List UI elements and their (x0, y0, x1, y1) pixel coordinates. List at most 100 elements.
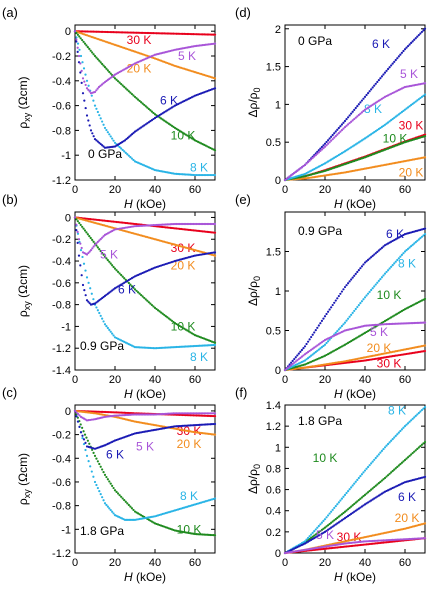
data-point (105, 257, 108, 260)
data-point (305, 358, 308, 361)
data-point (350, 112, 353, 115)
data-point (140, 101, 143, 104)
data-point (95, 410, 98, 413)
data-point (76, 412, 80, 415)
data-point (342, 511, 345, 515)
data-point (96, 240, 99, 243)
data-point (153, 113, 157, 116)
data-point (161, 312, 164, 315)
data-point (417, 446, 420, 449)
data-point (354, 106, 357, 110)
data-point (90, 470, 93, 473)
series-label: 5 K (136, 439, 154, 453)
data-point (195, 33, 198, 36)
data-point (73, 216, 77, 219)
data-point (310, 158, 313, 161)
data-point (383, 323, 387, 326)
data-point (118, 81, 121, 84)
data-point (186, 222, 189, 226)
data-point (414, 449, 417, 452)
data-point (399, 255, 402, 258)
data-point (346, 508, 350, 511)
data-point (77, 54, 81, 58)
data-point (360, 99, 364, 102)
data-point (147, 31, 150, 35)
data-point (314, 528, 317, 531)
data-point (337, 132, 340, 135)
data-point (113, 31, 117, 34)
data-point (79, 71, 82, 74)
data-point (167, 122, 170, 125)
data-point (339, 130, 342, 133)
data-point (102, 471, 105, 474)
data-point (120, 82, 123, 86)
data-point (339, 292, 342, 295)
data-point (394, 467, 397, 470)
data-point (403, 458, 407, 462)
data-point (343, 285, 347, 289)
data-point (410, 103, 413, 107)
data-point (320, 521, 324, 524)
x-axis-label: H (kOe) (334, 197, 376, 211)
data-point (348, 488, 351, 491)
series-10k (283, 297, 427, 372)
data-point (410, 245, 413, 248)
data-point (85, 299, 89, 302)
data-point (380, 125, 384, 128)
data-point (132, 131, 135, 134)
series-label: 6 K (372, 37, 390, 51)
data-point (124, 87, 127, 90)
data-point (210, 414, 214, 418)
data-point (95, 457, 98, 460)
data-point (333, 506, 336, 510)
data-point (382, 73, 385, 76)
data-point (96, 309, 99, 312)
data-point (285, 367, 288, 370)
data-point (365, 260, 368, 263)
data-point (96, 110, 99, 114)
data-point (306, 350, 310, 354)
data-point (336, 330, 339, 333)
data-point (101, 62, 104, 66)
data-point (423, 82, 427, 85)
series-label: 30 K (127, 33, 152, 47)
data-point (104, 30, 107, 34)
data-point (414, 321, 417, 325)
data-point (385, 69, 388, 72)
y-tick-label: -0.2 (52, 51, 71, 63)
data-point (144, 413, 147, 416)
data-point (293, 361, 296, 364)
data-point (109, 135, 112, 138)
data-point (102, 253, 105, 256)
data-point (106, 131, 109, 134)
data-point (363, 493, 367, 496)
data-point (213, 222, 217, 226)
data-point (131, 133, 134, 136)
data-point (99, 465, 102, 468)
data-point (297, 352, 300, 355)
data-point (397, 257, 400, 260)
data-point (170, 319, 174, 322)
data-point (76, 420, 80, 423)
data-point (314, 329, 317, 332)
series-20k (73, 216, 217, 257)
data-point (348, 315, 351, 318)
data-point (111, 137, 114, 140)
data-point (173, 32, 177, 35)
series-6k (283, 475, 427, 555)
data-point (383, 446, 387, 449)
data-point (423, 156, 427, 159)
data-point (417, 238, 420, 241)
data-point (108, 480, 111, 483)
data-point (353, 482, 356, 485)
data-point (370, 288, 373, 292)
y-tick-label: 1.2 (266, 421, 281, 433)
y-axis-label: ρxy (Ωcm) (16, 453, 32, 505)
data-point (143, 31, 146, 35)
data-point (212, 414, 215, 418)
data-point (93, 243, 97, 246)
series-label: 6 K (106, 448, 124, 462)
data-point (360, 265, 364, 268)
series-label: 6 K (398, 490, 416, 504)
data-point (406, 322, 410, 325)
